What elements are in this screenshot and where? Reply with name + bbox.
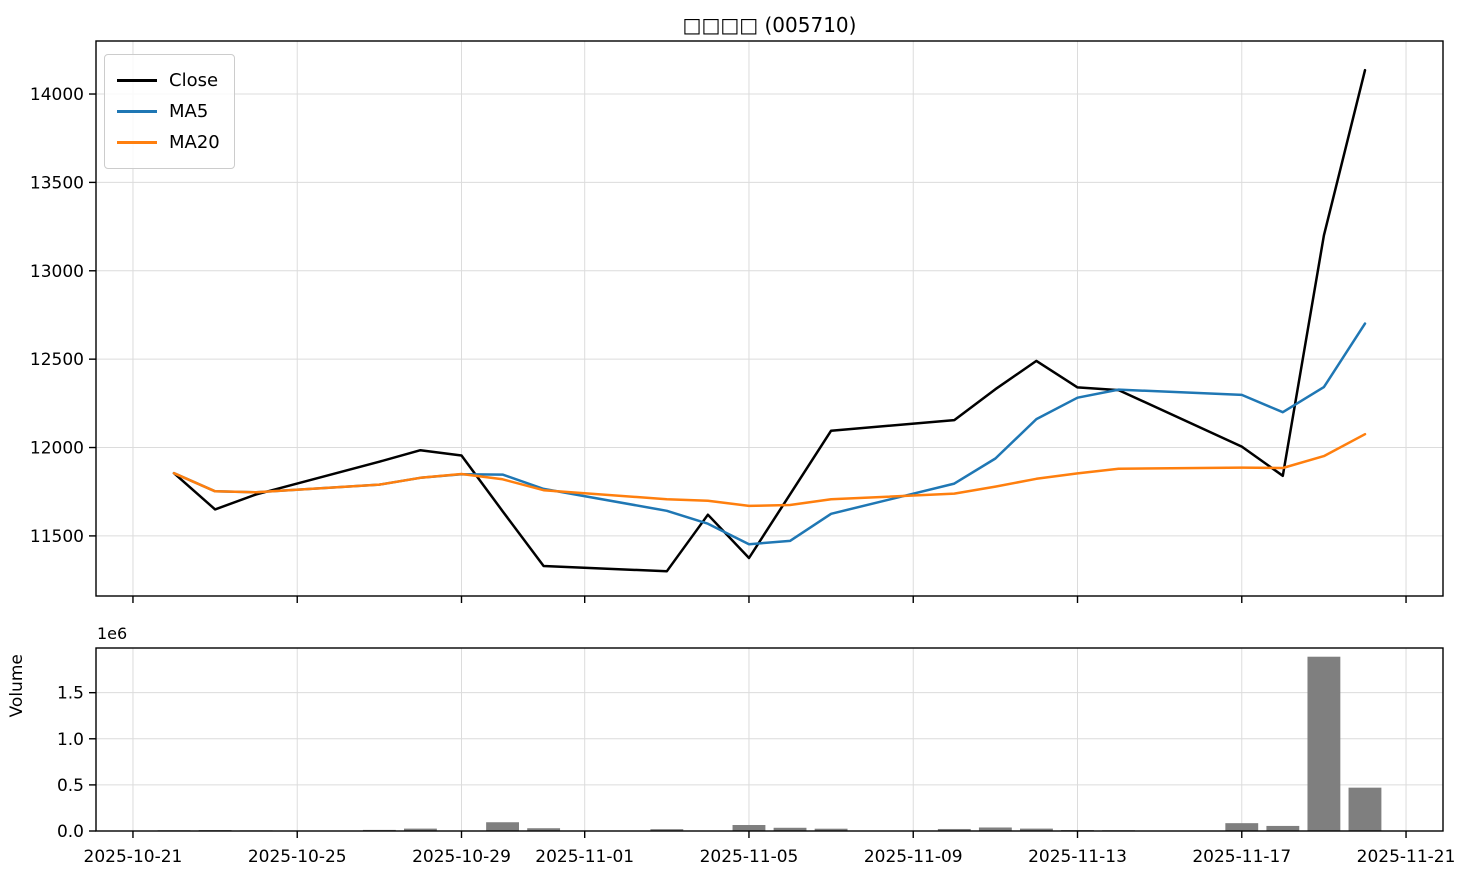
volume-axis-label: Volume: [7, 654, 27, 718]
legend-label-close: Close: [169, 70, 219, 91]
volume-bar: [1266, 825, 1300, 831]
volume-bar: [937, 828, 971, 831]
price-ytick-label: 13000: [30, 262, 84, 282]
volume-bar: [1348, 787, 1382, 831]
close-line-swatch: [117, 79, 157, 82]
legend-item-ma20: MA20: [117, 127, 220, 158]
volume-bar: [1307, 656, 1341, 831]
volume-ytick-label: 0.5: [57, 776, 84, 796]
ma20-line: [172, 432, 1367, 508]
volume-bar: [814, 828, 848, 831]
volume-bar: [527, 828, 561, 831]
x-tick-label: 2025-10-25: [248, 847, 347, 867]
x-tick-label: 2025-11-13: [1028, 847, 1127, 867]
ma5-line-swatch: [117, 110, 157, 113]
x-tick-label: 2025-11-09: [864, 847, 963, 867]
volume-bar: [978, 827, 1012, 831]
price-ytick-label: 11500: [30, 527, 84, 547]
volume-ytick-label: 1.0: [57, 730, 84, 750]
volume-bar: [1020, 828, 1053, 831]
volume-bar: [486, 822, 519, 831]
volume-ytick-label: 0.0: [57, 822, 84, 842]
x-tick-label: 2025-11-05: [700, 847, 799, 867]
legend-label-ma5: MA5: [169, 101, 209, 122]
price-ytick-label: 14000: [30, 85, 84, 105]
price-ytick-label: 12500: [30, 350, 84, 370]
volume-bar: [773, 827, 807, 831]
legend-item-ma5: MA5: [117, 96, 220, 127]
x-tick-label: 2025-11-01: [535, 847, 634, 867]
chart-title: □□□□ (005710): [682, 13, 857, 37]
price-ytick-label: 13500: [30, 173, 84, 193]
x-tick-label: 2025-10-29: [412, 847, 511, 867]
x-tick-label: 2025-11-21: [1357, 847, 1456, 867]
x-tick-label: 2025-10-21: [84, 847, 183, 867]
volume-bar: [1225, 823, 1259, 831]
price-ytick-label: 12000: [30, 439, 84, 459]
close-line: [172, 68, 1367, 573]
ma5-line: [172, 322, 1367, 546]
legend-label-ma20: MA20: [169, 132, 220, 153]
ma20-line-swatch: [117, 141, 157, 144]
legend-item-close: Close: [117, 65, 220, 96]
x-tick-label: 2025-11-17: [1192, 847, 1291, 867]
legend: Close MA5 MA20: [104, 54, 235, 169]
volume-ytick-label: 1.5: [57, 684, 84, 704]
volume-axes-spine: [95, 647, 1444, 832]
price-axes-spine: [95, 40, 1444, 597]
volume-bar: [404, 828, 437, 831]
volume-bar: [650, 829, 684, 831]
volume-scale-offset-label: 1e6: [97, 624, 128, 643]
volume-bar: [732, 825, 766, 831]
